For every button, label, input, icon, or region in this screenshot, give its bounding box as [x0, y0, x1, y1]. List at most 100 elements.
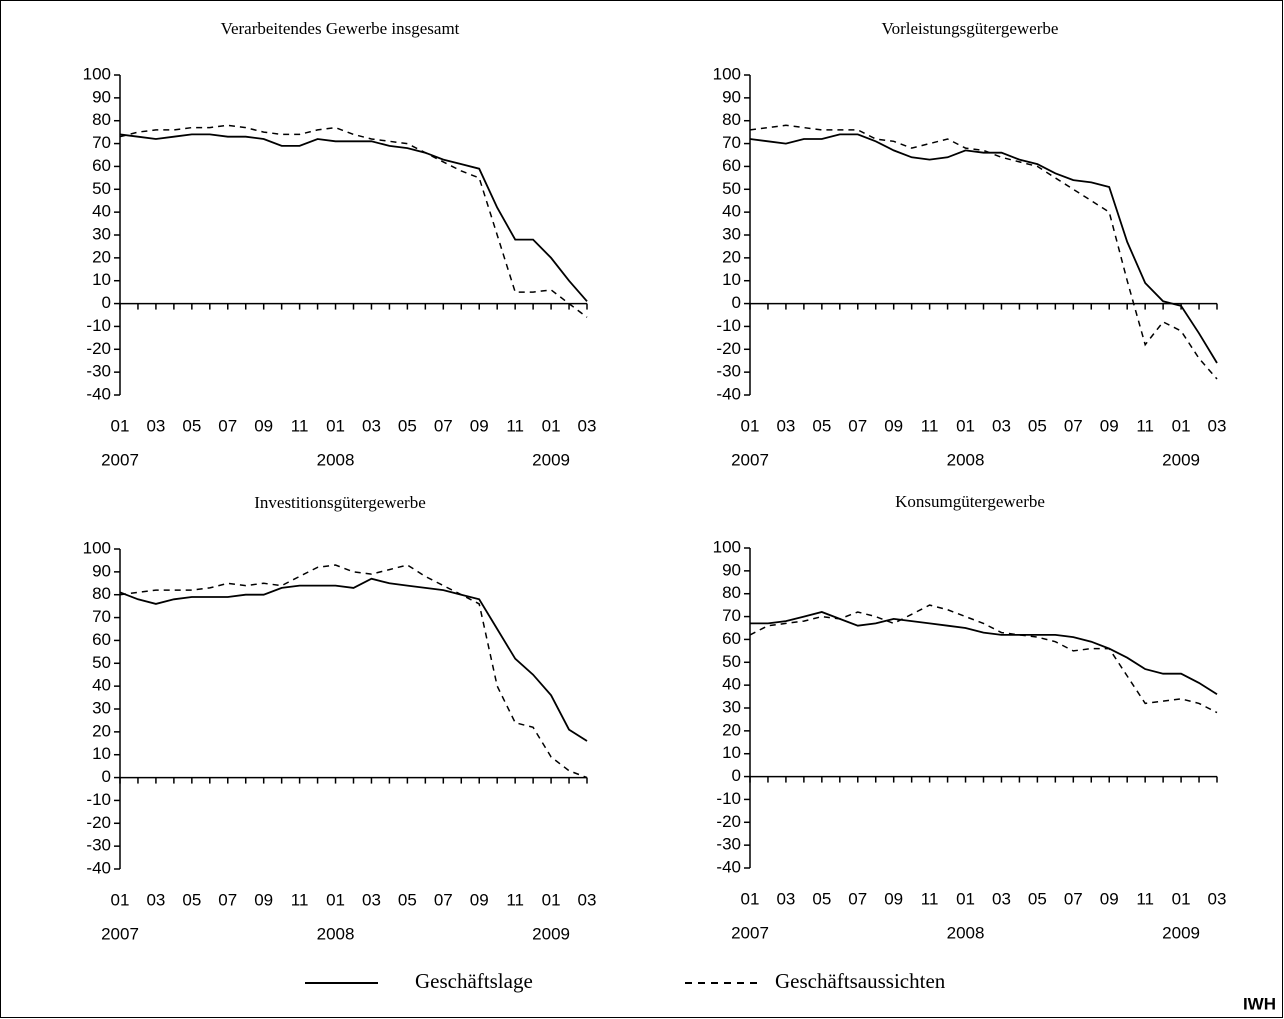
x-tick-label: 01	[111, 416, 130, 435]
x-tick-label: 01	[956, 416, 975, 435]
legend-label: Geschäftslage	[415, 969, 533, 993]
x-tick-label: 03	[992, 889, 1011, 908]
y-tick-label: -30	[86, 836, 111, 855]
y-tick-label: 70	[722, 606, 741, 625]
year-label: 2008	[947, 923, 985, 942]
y-tick-label: 90	[92, 87, 111, 106]
y-tick-label: 40	[92, 202, 111, 221]
y-tick-label: 60	[92, 156, 111, 175]
x-tick-label: 09	[1100, 416, 1119, 435]
x-tick-label: 03	[776, 889, 795, 908]
x-tick-label: 01	[1172, 416, 1191, 435]
series-line	[119, 564, 588, 779]
x-tick-label: 03	[1208, 889, 1227, 908]
y-tick-label: 10	[92, 270, 111, 289]
x-tick-label: 03	[578, 416, 597, 435]
y-tick-label: 90	[92, 561, 111, 580]
x-tick-label: 01	[741, 416, 760, 435]
x-tick-label: 11	[291, 416, 309, 435]
year-label: 2008	[947, 450, 985, 469]
x-tick-label: 09	[884, 889, 903, 908]
y-tick-label: -40	[86, 858, 111, 877]
x-tick-label: 01	[741, 889, 760, 908]
x-tick-label: 03	[146, 416, 165, 435]
y-tick-label: -40	[716, 857, 741, 876]
x-tick-label: 07	[848, 889, 867, 908]
chart-title: Verarbeitendes Gewerbe insgesamt	[221, 19, 460, 38]
x-tick-label: 09	[1100, 889, 1119, 908]
y-tick-label: -20	[716, 812, 741, 831]
y-tick-label: 50	[722, 652, 741, 671]
y-tick-label: 10	[722, 270, 741, 289]
y-tick-label: 80	[92, 110, 111, 129]
x-tick-label: 07	[434, 416, 453, 435]
x-tick-label: 09	[470, 890, 489, 909]
x-tick-label: 11	[1136, 416, 1154, 435]
x-tick-label: 01	[326, 890, 345, 909]
series-line	[750, 611, 1218, 696]
y-tick-label: 0	[102, 293, 111, 312]
y-tick-label: 20	[92, 247, 111, 266]
x-tick-label: 07	[434, 890, 453, 909]
y-tick-label: -30	[86, 362, 111, 381]
legend-label: Geschäftsaussichten	[775, 969, 946, 993]
x-tick-label: 01	[956, 889, 975, 908]
source-label: IWH	[1243, 994, 1276, 1013]
y-tick-label: 70	[722, 133, 741, 152]
x-tick-label: 11	[921, 416, 939, 435]
y-tick-label: 30	[92, 698, 111, 717]
y-tick-label: 0	[102, 767, 111, 786]
y-tick-label: -30	[716, 362, 741, 381]
y-tick-label: -20	[86, 813, 111, 832]
x-tick-label: 09	[254, 416, 273, 435]
x-tick-label: 03	[776, 416, 795, 435]
x-tick-label: 05	[1028, 416, 1047, 435]
x-tick-label: 01	[1172, 889, 1191, 908]
x-tick-label: 11	[506, 416, 524, 435]
y-tick-label: 60	[92, 630, 111, 649]
y-tick-label: -40	[86, 384, 111, 403]
y-tick-label: 0	[732, 293, 741, 312]
x-tick-label: 03	[992, 416, 1011, 435]
y-tick-label: 100	[713, 537, 741, 556]
x-tick-label: 07	[1064, 416, 1083, 435]
x-tick-label: 05	[1028, 889, 1047, 908]
y-tick-label: 50	[92, 179, 111, 198]
year-label: 2009	[1162, 450, 1200, 469]
x-tick-label: 05	[812, 416, 831, 435]
y-tick-label: 30	[92, 224, 111, 243]
year-label: 2008	[317, 450, 355, 469]
x-tick-label: 09	[254, 890, 273, 909]
year-label: 2008	[317, 924, 355, 943]
chart-title: Vorleistungsgütergewerbe	[882, 19, 1059, 38]
x-tick-label: 09	[470, 416, 489, 435]
chart-title: Konsumgütergewerbe	[895, 492, 1045, 511]
y-tick-label: 30	[722, 697, 741, 716]
x-tick-label: 01	[111, 890, 130, 909]
year-label: 2007	[101, 924, 139, 943]
y-tick-label: 20	[92, 721, 111, 740]
y-tick-label: 70	[92, 607, 111, 626]
y-tick-label: 40	[722, 202, 741, 221]
y-tick-label: -40	[716, 384, 741, 403]
x-tick-label: 11	[921, 889, 939, 908]
y-tick-label: 50	[722, 179, 741, 198]
y-tick-label: 80	[92, 584, 111, 603]
y-tick-label: 0	[732, 766, 741, 785]
year-label: 2007	[101, 450, 139, 469]
y-tick-label: -10	[716, 789, 741, 808]
y-tick-label: 90	[722, 87, 741, 106]
x-tick-label: 05	[398, 416, 417, 435]
series-line	[119, 133, 588, 302]
x-tick-label: 11	[506, 890, 524, 909]
y-tick-label: 100	[83, 538, 111, 557]
x-tick-label: 07	[218, 890, 237, 909]
x-tick-label: 05	[812, 889, 831, 908]
y-tick-label: -30	[716, 835, 741, 854]
series-line	[749, 124, 1218, 380]
x-tick-label: 05	[182, 416, 201, 435]
x-tick-label: 07	[1064, 889, 1083, 908]
x-tick-label: 03	[362, 416, 381, 435]
